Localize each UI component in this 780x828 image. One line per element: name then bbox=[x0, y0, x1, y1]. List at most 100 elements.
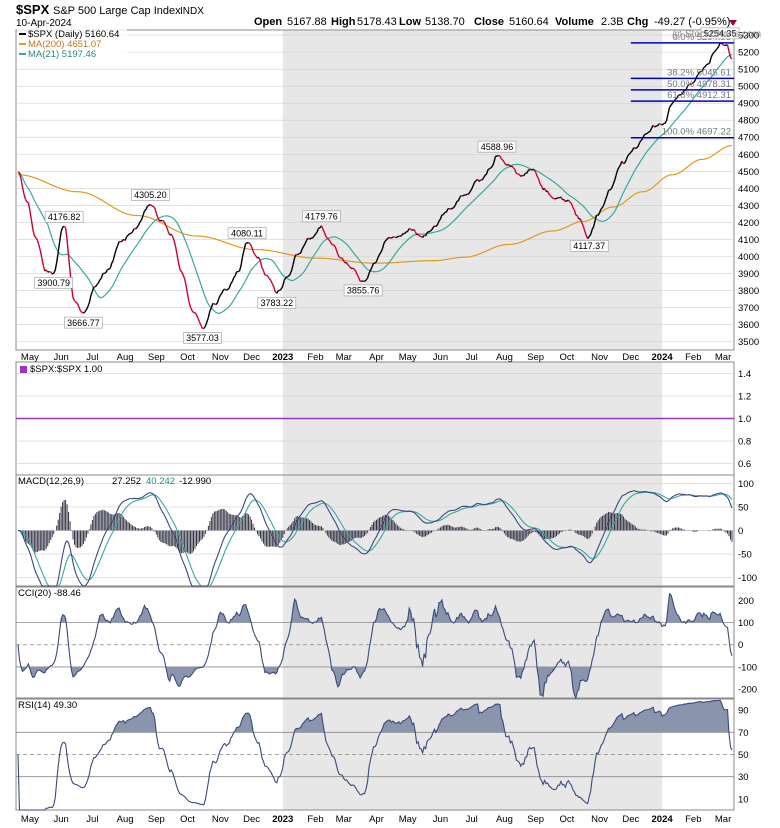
price-segment bbox=[613, 175, 617, 182]
price-segment bbox=[117, 241, 120, 246]
price-segment bbox=[329, 241, 333, 245]
price-tick-label: 4100 bbox=[738, 235, 759, 246]
annotation-label: 3855.76 bbox=[347, 286, 380, 296]
price-segment bbox=[407, 228, 410, 232]
price-segment bbox=[582, 225, 586, 232]
price-segment bbox=[462, 194, 465, 197]
price-segment bbox=[24, 198, 28, 203]
price-segment bbox=[240, 256, 244, 266]
price-segment bbox=[423, 234, 426, 237]
price-segment bbox=[716, 46, 720, 50]
price-segment bbox=[273, 286, 277, 293]
x-axis-top-label: Mar bbox=[715, 352, 731, 363]
price-segment bbox=[214, 303, 217, 306]
price-tick-label: 5300 bbox=[738, 31, 759, 42]
cci-line bbox=[17, 592, 733, 700]
price-segment bbox=[249, 243, 253, 247]
price-segment bbox=[111, 260, 114, 264]
price-segment bbox=[35, 237, 38, 241]
price-segment bbox=[322, 228, 326, 233]
price-segment bbox=[380, 248, 384, 253]
price-segment bbox=[112, 254, 116, 261]
price-segment bbox=[484, 173, 487, 176]
price-segment bbox=[140, 215, 144, 221]
x-axis-top-label: Jul bbox=[466, 352, 478, 363]
price-segment bbox=[652, 124, 656, 128]
price-segment bbox=[581, 222, 584, 227]
price-segment bbox=[343, 260, 346, 264]
price-segment bbox=[596, 214, 599, 217]
rsi-tick-label: 30 bbox=[738, 772, 749, 783]
low-value: 5138.70 bbox=[425, 16, 465, 28]
x-axis-bottom-label: Feb bbox=[307, 814, 323, 825]
price-segment bbox=[630, 150, 633, 153]
price-segment bbox=[478, 179, 482, 182]
annotation-box bbox=[64, 316, 103, 329]
price-segment bbox=[404, 231, 407, 234]
price-tick-label: 3800 bbox=[738, 286, 759, 297]
price-segment bbox=[564, 200, 568, 203]
price-segment bbox=[692, 80, 696, 84]
rsi-label: RSI(14) 49.30 bbox=[18, 700, 77, 711]
price-segment bbox=[375, 257, 379, 262]
price-segment bbox=[76, 303, 80, 308]
price-segment bbox=[450, 207, 453, 210]
macd-histogram-value: -12.990 bbox=[179, 476, 211, 487]
price-segment bbox=[682, 89, 686, 94]
price-segment bbox=[326, 237, 330, 241]
price-segment bbox=[408, 227, 411, 230]
price-segment bbox=[227, 287, 230, 290]
price-segment bbox=[166, 227, 169, 232]
price-segment bbox=[493, 156, 497, 163]
price-segment bbox=[502, 159, 506, 163]
price-segment bbox=[697, 72, 700, 76]
price-segment bbox=[142, 210, 146, 217]
price-segment bbox=[313, 233, 317, 237]
price-segment bbox=[173, 240, 177, 248]
price-segment bbox=[45, 269, 49, 273]
price-segment bbox=[383, 240, 387, 244]
price-segment bbox=[454, 201, 458, 206]
ratio-label: $SPX:$SPX 1.00 bbox=[30, 364, 102, 375]
price-segment bbox=[667, 107, 671, 114]
price-segment bbox=[23, 193, 27, 200]
price-segment bbox=[279, 288, 282, 291]
x-axis-bottom-label: Mar bbox=[715, 814, 731, 825]
annotation-box bbox=[700, 27, 740, 40]
rsi-tick-label: 70 bbox=[738, 728, 749, 739]
macd-tick-label: 50 bbox=[738, 502, 749, 513]
price-segment bbox=[204, 321, 208, 327]
price-segment bbox=[149, 203, 153, 207]
down-triangle-icon bbox=[729, 20, 737, 26]
price-year-band bbox=[282, 30, 663, 350]
symbol: $SPX bbox=[16, 2, 50, 17]
price-segment bbox=[499, 155, 503, 160]
price-segment bbox=[365, 277, 369, 281]
price-segment bbox=[570, 202, 574, 208]
price-segment bbox=[271, 283, 275, 288]
price-segment bbox=[507, 163, 510, 166]
price-segment bbox=[424, 232, 428, 237]
price-segment bbox=[416, 233, 419, 236]
price-segment bbox=[288, 273, 291, 277]
price-segment bbox=[624, 159, 628, 164]
x-axis-top-label: May bbox=[399, 352, 417, 363]
price-tick-label: 4000 bbox=[738, 252, 759, 263]
price-segment bbox=[678, 94, 681, 96]
price-segment bbox=[543, 187, 547, 192]
open-label: Open bbox=[254, 16, 282, 28]
annotation-label: 4176.82 bbox=[48, 212, 81, 222]
annotation-box bbox=[302, 210, 341, 223]
price-segment bbox=[569, 201, 572, 204]
rsi-overbought-fill bbox=[18, 700, 732, 733]
price-tick-label: 4800 bbox=[738, 116, 759, 127]
x-axis-top-label: Nov bbox=[591, 352, 608, 363]
price-segment bbox=[332, 244, 336, 247]
chart-date: 10-Apr-2024 bbox=[16, 18, 72, 29]
price-segment bbox=[453, 204, 456, 208]
price-segment bbox=[85, 306, 89, 310]
price-segment bbox=[20, 178, 24, 188]
annotation-box bbox=[131, 189, 170, 201]
price-segment bbox=[691, 82, 694, 85]
x-axis-top-label: Feb bbox=[685, 352, 701, 363]
